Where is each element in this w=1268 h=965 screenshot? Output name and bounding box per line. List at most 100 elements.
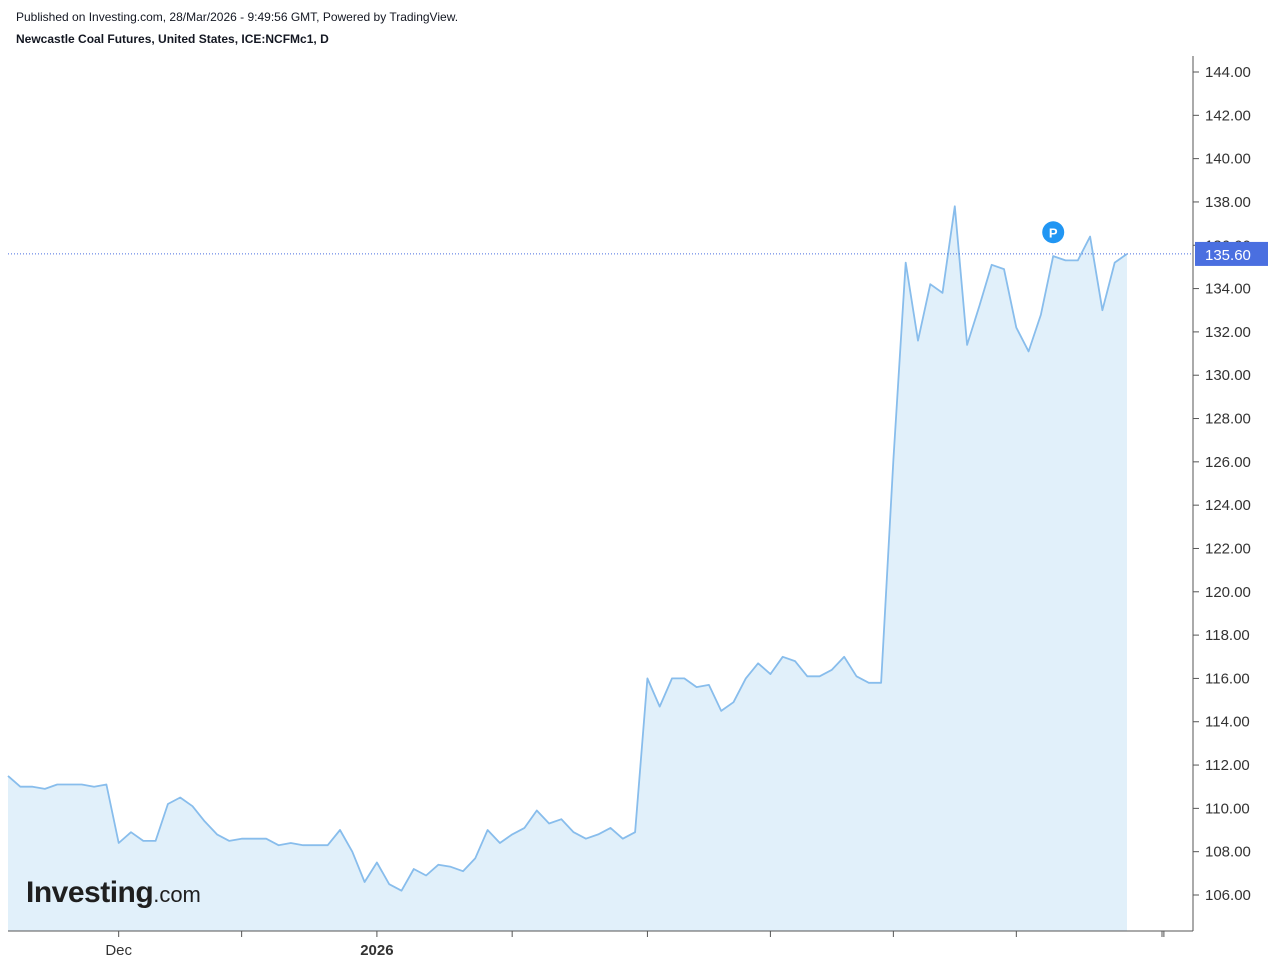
- data-point[interactable]: [818, 674, 822, 678]
- data-point[interactable]: [977, 304, 981, 308]
- data-point[interactable]: [498, 841, 502, 845]
- data-point[interactable]: [191, 804, 195, 808]
- data-point[interactable]: [867, 681, 871, 685]
- data-point[interactable]: [584, 837, 588, 841]
- data-point[interactable]: [572, 830, 576, 834]
- data-point[interactable]: [363, 880, 367, 884]
- data-point[interactable]: [289, 841, 293, 845]
- data-point[interactable]: [559, 817, 563, 821]
- data-point[interactable]: [1051, 254, 1055, 258]
- data-point[interactable]: [338, 828, 342, 832]
- y-tick-label: 140.00: [1205, 151, 1251, 168]
- data-point[interactable]: [178, 796, 182, 800]
- data-point[interactable]: [805, 674, 809, 678]
- data-point[interactable]: [682, 676, 686, 680]
- data-point[interactable]: [855, 674, 859, 678]
- data-point[interactable]: [68, 783, 72, 787]
- data-point[interactable]: [117, 841, 121, 845]
- data-point[interactable]: [215, 832, 219, 836]
- data-point[interactable]: [154, 839, 158, 843]
- data-point[interactable]: [301, 843, 305, 847]
- data-point[interactable]: [941, 291, 945, 295]
- data-point[interactable]: [203, 819, 207, 823]
- data-point[interactable]: [166, 802, 170, 806]
- data-point[interactable]: [928, 282, 932, 286]
- data-point[interactable]: [916, 339, 920, 343]
- data-point[interactable]: [400, 889, 404, 893]
- data-point[interactable]: [486, 828, 490, 832]
- data-point[interactable]: [240, 837, 244, 841]
- data-point[interactable]: [879, 681, 883, 685]
- data-point[interactable]: [990, 263, 994, 267]
- data-point[interactable]: [264, 837, 268, 841]
- data-point[interactable]: [326, 843, 330, 847]
- data-point[interactable]: [1027, 349, 1031, 353]
- data-point[interactable]: [609, 826, 613, 830]
- data-point[interactable]: [1113, 261, 1117, 265]
- plot-area[interactable]: P: [6, 204, 1193, 932]
- data-point[interactable]: [43, 787, 47, 791]
- data-point[interactable]: [658, 705, 662, 709]
- data-point[interactable]: [141, 839, 145, 843]
- data-point[interactable]: [719, 709, 723, 713]
- data-point[interactable]: [793, 659, 797, 663]
- data-point[interactable]: [510, 832, 514, 836]
- data-point[interactable]: [31, 785, 35, 789]
- data-point[interactable]: [781, 655, 785, 659]
- data-point[interactable]: [92, 785, 96, 789]
- data-point[interactable]: [891, 458, 895, 462]
- data-point[interactable]: [449, 865, 453, 869]
- data-point[interactable]: [104, 783, 108, 787]
- data-point[interactable]: [461, 869, 465, 873]
- data-point[interactable]: [842, 655, 846, 659]
- data-point[interactable]: [1076, 258, 1080, 262]
- data-point[interactable]: [252, 837, 256, 841]
- event-marker-label: P: [1049, 225, 1058, 240]
- data-point[interactable]: [535, 809, 539, 813]
- data-point[interactable]: [412, 867, 416, 871]
- data-point[interactable]: [227, 839, 231, 843]
- data-point[interactable]: [129, 830, 133, 834]
- data-point[interactable]: [1039, 313, 1043, 317]
- data-point[interactable]: [375, 861, 379, 865]
- data-point[interactable]: [313, 843, 317, 847]
- data-point[interactable]: [277, 843, 281, 847]
- data-point[interactable]: [645, 676, 649, 680]
- y-tick-label: 128.00: [1205, 411, 1251, 428]
- data-point[interactable]: [953, 204, 957, 208]
- data-point[interactable]: [695, 685, 699, 689]
- data-point[interactable]: [830, 668, 834, 672]
- event-marker-icon[interactable]: [1042, 221, 1065, 244]
- data-point[interactable]: [670, 676, 674, 680]
- data-point[interactable]: [424, 874, 428, 878]
- data-point[interactable]: [965, 343, 969, 347]
- data-point[interactable]: [768, 672, 772, 676]
- data-point[interactable]: [633, 830, 637, 834]
- data-point[interactable]: [744, 676, 748, 680]
- data-point[interactable]: [1014, 326, 1018, 330]
- data-point[interactable]: [6, 774, 10, 778]
- data-point[interactable]: [18, 785, 22, 789]
- data-point[interactable]: [1088, 235, 1092, 239]
- data-point[interactable]: [756, 661, 760, 665]
- data-point[interactable]: [707, 683, 711, 687]
- y-tick-label: 144.00: [1205, 64, 1251, 81]
- data-point[interactable]: [547, 822, 551, 826]
- data-point[interactable]: [1064, 258, 1068, 262]
- data-point[interactable]: [523, 826, 527, 830]
- data-point[interactable]: [1100, 308, 1104, 312]
- data-point[interactable]: [55, 783, 59, 787]
- data-point[interactable]: [473, 856, 477, 860]
- data-point[interactable]: [350, 850, 354, 854]
- data-point[interactable]: [732, 700, 736, 704]
- y-tick-label: 138.00: [1205, 194, 1251, 211]
- data-point[interactable]: [80, 783, 84, 787]
- data-point[interactable]: [596, 832, 600, 836]
- data-point[interactable]: [1002, 267, 1006, 271]
- data-point[interactable]: [387, 882, 391, 886]
- data-point[interactable]: [621, 837, 625, 841]
- data-point[interactable]: [904, 261, 908, 265]
- y-tick-label: 142.00: [1205, 107, 1251, 124]
- data-point[interactable]: [436, 863, 440, 867]
